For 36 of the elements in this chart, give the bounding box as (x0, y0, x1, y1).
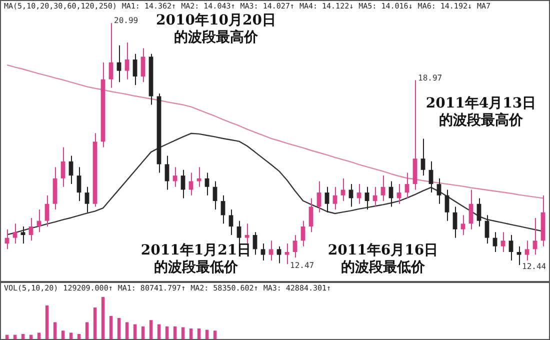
bar (125, 322, 129, 339)
bar (77, 334, 81, 339)
bar (189, 328, 193, 339)
bar (101, 297, 105, 339)
annotation: 的波段最低价 (154, 260, 239, 276)
annotation: 的波段最高价 (174, 28, 259, 46)
bar (181, 327, 185, 339)
bar (173, 326, 177, 339)
annotation: 20.99 (114, 16, 138, 26)
bar (205, 330, 209, 339)
bar (157, 324, 161, 339)
annotation: 的波段最低价 (341, 260, 426, 276)
bar (109, 316, 113, 339)
bar (37, 332, 41, 339)
bar (93, 308, 97, 339)
annotation: 12.47 (290, 261, 314, 270)
bar (45, 305, 49, 339)
bar (149, 320, 153, 339)
bar (21, 334, 25, 339)
bar (133, 324, 137, 339)
bar (141, 326, 145, 339)
bar (69, 332, 73, 339)
annotation: 2011年1月21日 (140, 242, 252, 259)
annotation: 18.97 (418, 73, 442, 82)
annotation: 12.44 (522, 262, 546, 272)
annotation: 2011年4月13日 (426, 96, 536, 112)
annotation: 2011年6月16日 (328, 242, 438, 259)
bar (197, 328, 201, 339)
bar (117, 318, 121, 339)
bar (213, 330, 217, 339)
bar (53, 322, 57, 339)
bar (61, 330, 65, 339)
annotation: 的波段最高价 (439, 112, 524, 129)
bar (85, 322, 89, 339)
bar (165, 326, 169, 339)
annotation: 2010年10月20日 (156, 12, 276, 29)
